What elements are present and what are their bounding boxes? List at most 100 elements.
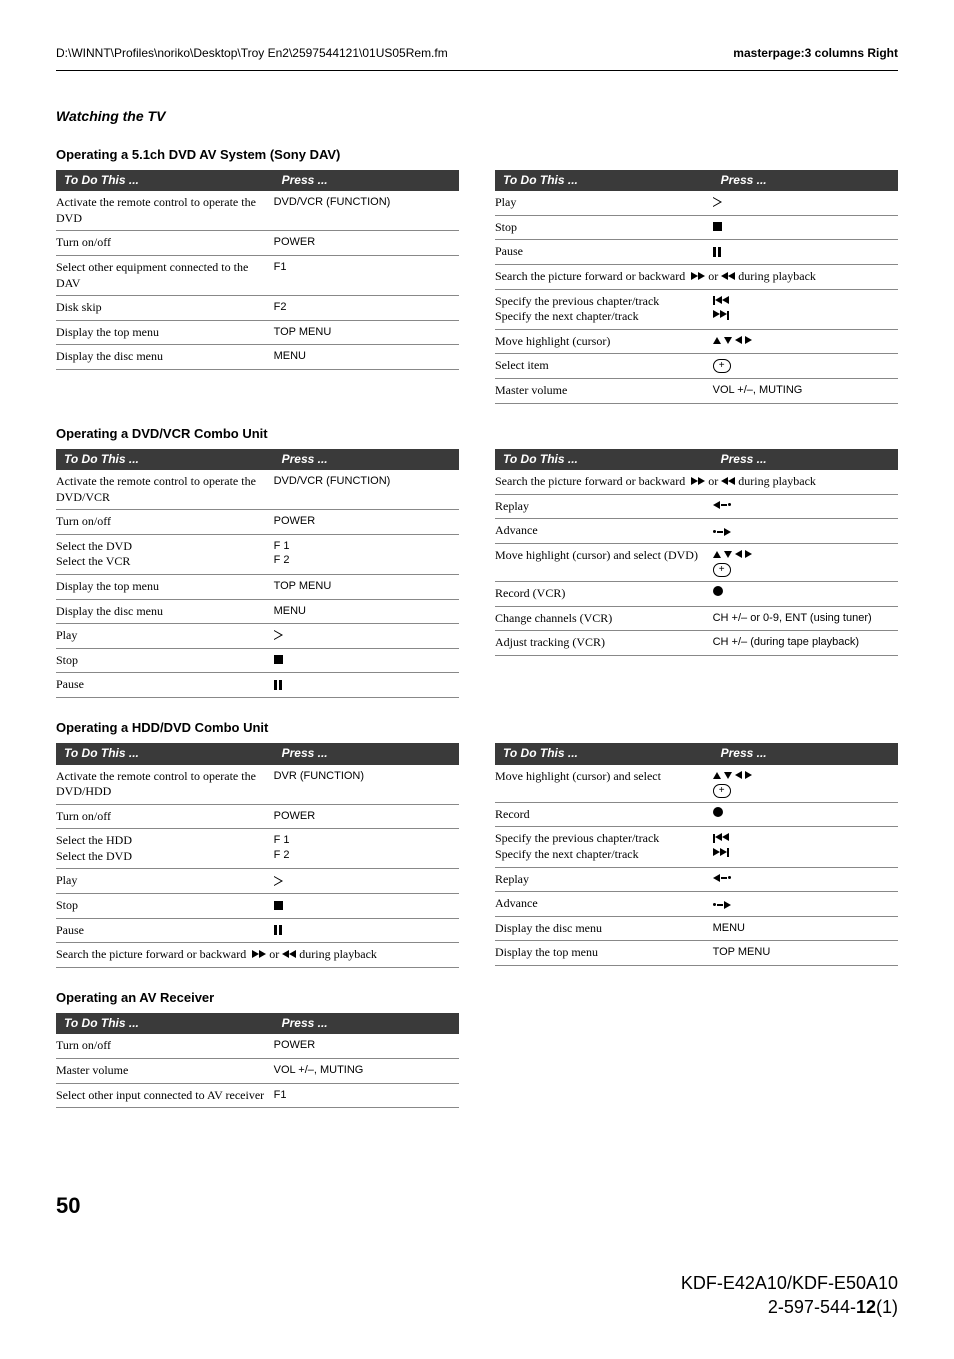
th-press: Press ... [274,170,459,192]
table-row: Advance [495,892,898,917]
table-row: Move highlight (cursor) [495,329,898,354]
table-row: Record (VCR) [495,582,898,607]
table-row: Play [495,191,898,215]
cell-todo: Turn on/off [56,510,274,535]
table-row: Pause [56,673,459,698]
table-row: Activate the remote control to operate t… [56,470,459,510]
cell-todo: Adjust tracking (VCR) [495,631,713,656]
cell-todo: Display the disc menu [495,916,713,941]
cell-press: POWER [274,804,459,829]
stop-icon [713,222,722,231]
dav-columns: To Do This ... Press ... Activate the re… [56,170,898,408]
cell-todo: Display the top menu [56,575,274,600]
cell-press [713,215,898,240]
table-avr: To Do This ... Press ... Turn on/offPOWE… [56,1013,459,1108]
cell-press: TOP MENU [713,941,898,966]
cell-press [713,867,898,892]
advance-icon [713,901,731,909]
cell-press [713,191,898,215]
tbody-dvdvcr-right: Search the picture forward or backward o… [495,470,898,655]
page-number: 50 [56,1192,898,1221]
select-plus-icon: + [713,563,731,577]
cell-todo: Stop [56,648,274,673]
masterpage-label: masterpage:3 columns Right [733,46,898,62]
table-row: Display the disc menuMENU [495,916,898,941]
table-row: Move highlight (cursor) and select (DVD)… [495,543,898,581]
cell-todo: Select item [495,354,713,379]
cell-press: CH +/– (during tape playback) [713,631,898,656]
cell-todo: Replay [495,867,713,892]
table-row: Search the picture forward or backward o… [495,265,898,290]
docnum-bold: 12 [856,1297,876,1317]
footer-right: KDF-E42A10/KDF-E50A10 2-597-544-12(1) [56,1271,898,1320]
table-row: Search the picture forward or backward o… [495,470,898,494]
cell-todo: Advance [495,519,713,544]
table-row: Display the top menuTOP MENU [56,320,459,345]
header-bar: D:\WINNT\Profiles\noriko\Desktop\Troy En… [56,46,898,62]
th-todo: To Do This ... [56,743,274,765]
table-row: Advance [495,519,898,544]
cell-todo: Play [56,624,274,649]
table-row: Stop [495,215,898,240]
th-press: Press ... [713,743,898,765]
th-press: Press ... [713,449,898,471]
pause-icon [274,925,282,935]
fast-forward-icon [691,272,705,280]
cell-press: + [713,543,898,581]
rewind-icon [282,950,296,958]
table-row: Select item+ [495,354,898,379]
tbody-dav-right: PlayStopPauseSearch the picture forward … [495,191,898,403]
table-row: Display the disc menuMENU [56,345,459,370]
cell-press [274,673,459,698]
cell-press [713,329,898,354]
cell-press [274,648,459,673]
cell-todo: Specify the previous chapter/trackSpecif… [495,289,713,329]
rewind-icon [721,477,735,485]
table-row: Display the disc menuMENU [56,599,459,624]
cell-todo: Play [495,191,713,215]
model-number: KDF-E42A10/KDF-E50A10 [56,1271,898,1295]
tbody-dvdvcr-left: Activate the remote control to operate t… [56,470,459,697]
table-row: Display the top menuTOP MENU [56,575,459,600]
table-row: Pause [56,918,459,943]
cursor-arrows-icon [713,336,752,344]
cell-press: F1 [274,1083,459,1108]
prev-track-icon [713,832,729,844]
cell-todo: Pause [56,673,274,698]
table-row: Select the HDDSelect the DVDF 1F 2 [56,829,459,869]
table-row: Turn on/offPOWER [56,231,459,256]
avr-columns: Operating an AV Receiver To Do This ... … [56,972,898,1112]
th-todo: To Do This ... [56,170,274,192]
record-icon [713,586,723,596]
table-row: Select other equipment connected to the … [56,256,459,296]
table-row: Play [56,869,459,894]
cursor-arrows-icon [713,771,752,779]
cell-press: DVD/VCR (FUNCTION) [274,191,459,231]
table-row: Specify the previous chapter/trackSpecif… [495,827,898,867]
cell-todo: Move highlight (cursor) [495,329,713,354]
heading-hdd: Operating a HDD/DVD Combo Unit [56,720,898,737]
tbody-hdd-left: Activate the remote control to operate t… [56,765,459,968]
hdd-columns: To Do This ... Press ... Activate the re… [56,743,898,972]
table-row: Disk skipF2 [56,296,459,321]
cell-todo: Display the disc menu [56,345,274,370]
heading-avr: Operating an AV Receiver [56,990,459,1007]
cell-todo: Master volume [56,1058,274,1083]
doc-number: 2-597-544-12(1) [56,1295,898,1319]
cell-todo: Pause [495,240,713,265]
cell-todo: Turn on/off [56,1034,274,1058]
cell-press [713,519,898,544]
cell-todo: Stop [56,894,274,919]
row-full: Search the picture forward or backward o… [495,265,898,290]
record-icon [713,807,723,817]
cell-todo: Turn on/off [56,804,274,829]
cell-todo: Activate the remote control to operate t… [56,191,274,231]
tbody-hdd-right: Move highlight (cursor) and select+Recor… [495,765,898,966]
cell-press [274,918,459,943]
cell-todo: Advance [495,892,713,917]
table-hdd-right: To Do This ... Press ... Move highlight … [495,743,898,966]
cell-press: VOL +/–, MUTING [713,379,898,404]
cell-press [274,624,459,649]
cell-press [713,494,898,519]
cell-press: F 1F 2 [274,829,459,869]
